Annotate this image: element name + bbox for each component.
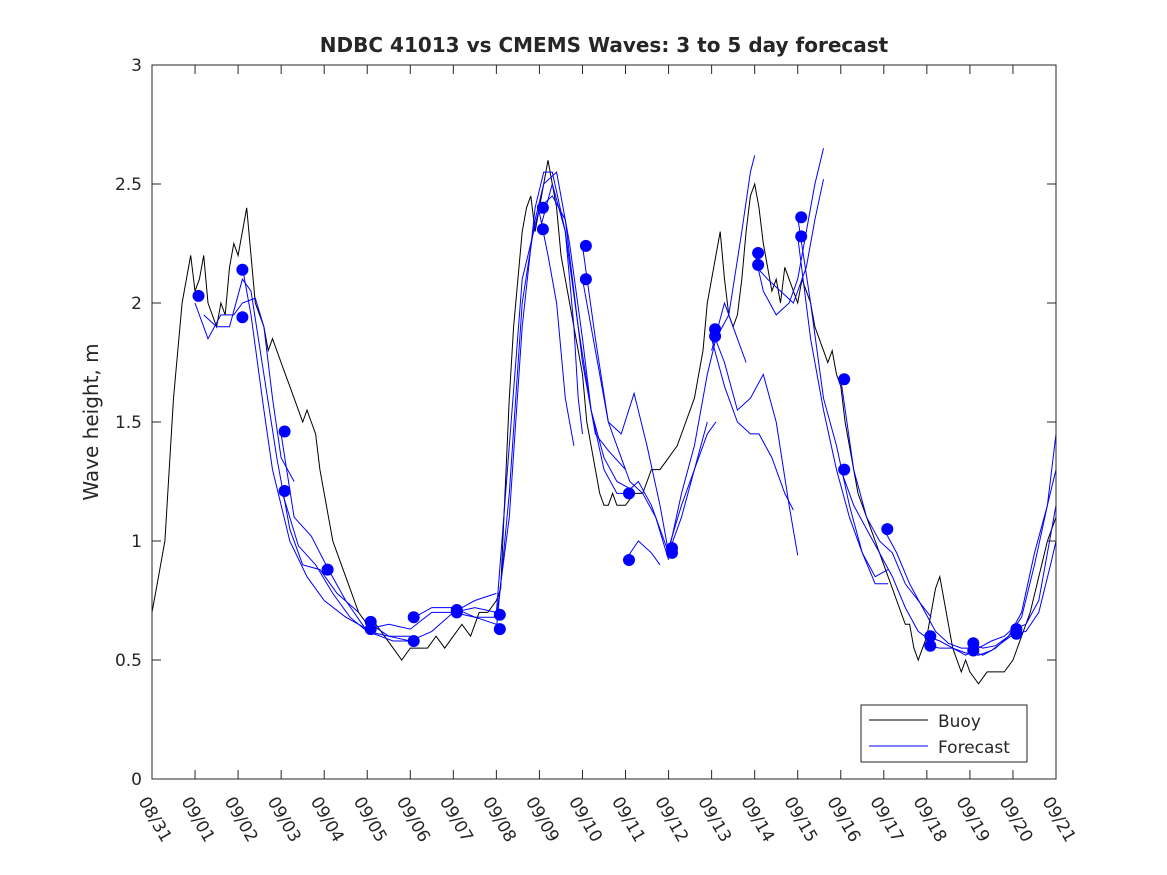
forecast-marker-24 [752,247,765,259]
forecast-series-line-17 [668,421,717,549]
forecast-marker-21 [666,546,678,559]
forecast-series-line-3 [280,433,411,637]
forecast-series-line-20 [711,338,794,511]
forecast-series-line-1 [203,278,359,613]
legend-box [860,704,1028,763]
forecast-marker-23 [709,330,722,343]
forecast-series-line-5 [367,592,497,630]
forecast-marker-15 [536,223,549,236]
forecast-series-line-22 [754,148,824,316]
forecast-series-line-4 [280,488,415,642]
y-tick-label-0: 0 [131,770,142,790]
forecast-marker-16 [579,239,592,252]
legend-label-forecast: Forecast [938,738,1010,758]
y-tick-label-5: 2.5 [115,175,142,195]
forecast-series-line-25 [797,236,889,585]
forecast-series-line-14 [582,279,670,561]
forecast-series-line-19 [711,329,799,556]
forecast-marker-17 [579,273,592,286]
forecast-series-line-9 [495,171,630,630]
forecast-marker-13 [493,623,506,636]
forecast-marker-3 [278,425,291,438]
forecast-series-line-28 [883,528,975,649]
forecast-marker-11 [450,606,463,619]
y-tick-label-2: 1 [131,532,142,552]
buoy-series-line [151,160,1057,685]
plot-area [152,65,1056,779]
legend: Buoy Forecast [860,704,1028,763]
forecast-series-line-6 [366,607,497,642]
y-axis-label: Wave height, m [79,343,103,500]
forecast-series-line-13 [582,245,670,553]
forecast-marker-27 [795,230,808,243]
forecast-marker-18 [623,487,635,500]
forecast-marker-29 [838,463,851,476]
forecast-series-line-33 [1012,505,1057,630]
forecast-marker-12 [493,608,506,621]
forecast-marker-0 [192,289,205,302]
forecast-marker-14 [536,201,549,214]
forecast-series-line-2 [241,267,368,630]
forecast-marker-9 [407,635,420,647]
forecast-marker-7 [364,623,377,636]
forecast-marker-30 [881,523,894,536]
y-tick-label-1: 0.5 [115,651,142,671]
forecast-marker-28 [838,373,851,386]
forecast-marker-34 [967,644,980,657]
legend-label-buoy: Buoy [938,712,981,732]
forecast-marker-31 [924,630,937,643]
chart-title: NDBC 41013 vs CMEMS Waves: 3 to 5 day fo… [320,33,889,57]
forecast-marker-8 [407,611,420,624]
series-layer [151,148,1057,685]
forecast-marker-5 [321,563,334,576]
forecast-series-line-11 [538,182,583,434]
forecast-marker-2 [236,311,249,324]
forecast-marker-36 [1010,627,1023,640]
forecast-marker-1 [236,263,249,276]
forecast-marker-4 [278,485,291,497]
forecast-series-line-16 [625,421,708,555]
forecast-marker-19 [623,554,635,566]
y-tick-label-4: 2 [131,294,142,314]
forecast-series-line-12 [538,212,575,446]
forecast-series-line-15 [625,540,661,566]
forecast-series-line-27 [840,469,932,642]
forecast-marker-32 [924,639,937,652]
forecast-marker-25 [752,258,765,271]
y-tick-label-3: 1.5 [115,413,142,433]
forecast-marker-26 [795,211,808,224]
forecast-series-line-23 [754,179,824,304]
forecast-series-line-8 [453,171,631,618]
y-tick-label-6: 3 [131,56,142,76]
forecast-series-line-26 [840,379,932,618]
